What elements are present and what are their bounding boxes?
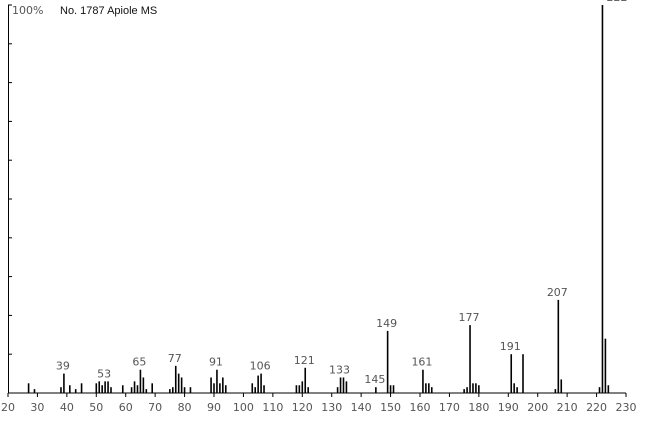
x-tick-label: 40: [60, 401, 74, 414]
chart-title: No. 1787 Apiole MS: [60, 5, 157, 17]
peak-label: 106: [250, 360, 271, 373]
peak-label: 161: [411, 356, 432, 369]
x-tick-label: 90: [207, 401, 221, 414]
x-tick-label: 160: [410, 401, 431, 414]
x-tick-label: 80: [178, 401, 192, 414]
peak-label: 91: [209, 356, 223, 369]
x-tick-label: 190: [498, 401, 519, 414]
x-tick-label: 140: [351, 401, 372, 414]
x-tick-label: 220: [586, 401, 607, 414]
x-tick-label: 150: [380, 401, 401, 414]
x-tick-label: 210: [557, 401, 578, 414]
peak-label: 65: [132, 356, 146, 369]
x-tick-label: 60: [119, 401, 133, 414]
peak-label: 149: [376, 317, 397, 330]
x-tick-label: 70: [148, 401, 162, 414]
peak-label: 145: [364, 373, 385, 386]
peak-label: 39: [56, 360, 70, 373]
x-tick-label: 180: [468, 401, 489, 414]
x-tick-label: 130: [321, 401, 342, 414]
x-tick-label: 100: [233, 401, 254, 414]
x-tick-label: 50: [89, 401, 103, 414]
x-tick-label: 170: [439, 401, 460, 414]
peak-label: 191: [500, 340, 521, 353]
x-tick-label: 110: [262, 401, 283, 414]
x-tick-label: 230: [616, 401, 637, 414]
peak-label: 177: [459, 311, 480, 324]
peak-label: 121: [294, 354, 315, 367]
peak-label: 133: [329, 363, 350, 376]
peak-label: 53: [97, 367, 111, 380]
peak-label: 207: [547, 286, 568, 299]
peak-label: 222: [606, 0, 627, 4]
x-tick-label: 120: [292, 401, 313, 414]
y-tick-label: 100%: [12, 4, 43, 17]
x-tick-label: 30: [30, 401, 44, 414]
peak-label: 77: [168, 352, 182, 365]
x-tick-label: 20: [1, 401, 15, 414]
x-tick-label: 200: [527, 401, 548, 414]
